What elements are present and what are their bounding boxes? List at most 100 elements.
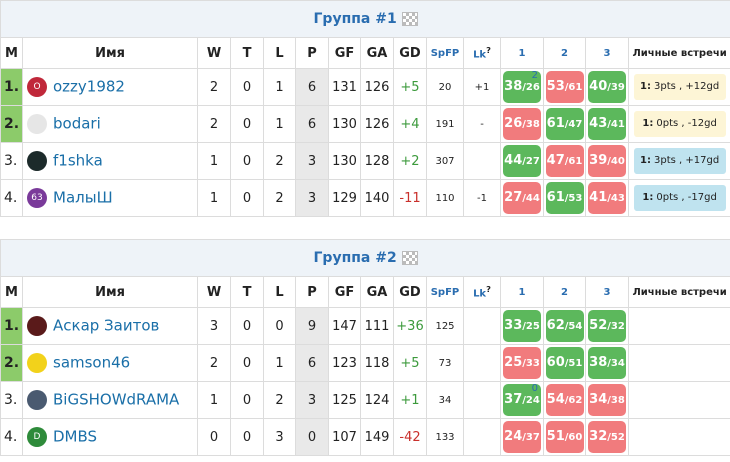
score-against-wrap: /62 bbox=[565, 395, 583, 406]
score-against-wrap: /61 bbox=[565, 82, 583, 93]
team-name[interactable]: ozzy1982 bbox=[53, 77, 125, 96]
team-cell: BiGSHOWdRAMA bbox=[22, 381, 198, 419]
stat: 3 bbox=[295, 179, 329, 217]
stat: +36 bbox=[393, 307, 427, 345]
stat: 2 bbox=[197, 105, 231, 143]
team-name[interactable]: МалыШ bbox=[53, 188, 113, 207]
score-against: 38 bbox=[610, 395, 625, 406]
column-header-text: W bbox=[206, 284, 222, 300]
h2h-label: 1: bbox=[640, 155, 651, 166]
rank: 2. bbox=[0, 344, 23, 382]
stat: 0 bbox=[230, 68, 264, 106]
score-against-wrap: /40 bbox=[607, 156, 625, 167]
column-header-text: 2 bbox=[561, 286, 568, 298]
score-box: 62/54 bbox=[545, 310, 584, 342]
column-header-text: Личные встречи bbox=[632, 47, 727, 59]
h2h-text: 0pts , -12gd bbox=[656, 118, 717, 129]
score-against: 27 bbox=[525, 156, 540, 167]
team-cell: 63 МалыШ bbox=[22, 179, 198, 217]
column-header: M bbox=[0, 37, 23, 69]
result-cell: 51/60 bbox=[543, 418, 586, 456]
stat: 129 bbox=[328, 179, 361, 217]
stat: -42 bbox=[393, 418, 427, 456]
team-cell: bodari bbox=[22, 105, 198, 143]
score-against-wrap: /53 bbox=[565, 193, 583, 204]
score-against-wrap: /51 bbox=[565, 358, 583, 369]
team-name[interactable]: DMBS bbox=[53, 427, 98, 446]
group-title-text: Группа #2 bbox=[313, 250, 397, 266]
group-title: Группа #1 bbox=[0, 0, 730, 38]
score-against: 44 bbox=[525, 193, 540, 204]
stat: 131 bbox=[328, 68, 361, 106]
stat: 0 bbox=[230, 105, 264, 143]
team-name[interactable]: bodari bbox=[53, 114, 101, 133]
column-header: 3 bbox=[585, 276, 629, 308]
column-header-text: 3 bbox=[603, 286, 611, 298]
avatar bbox=[27, 114, 47, 134]
score-box: 38/34 bbox=[588, 347, 626, 379]
score-sep: / bbox=[522, 119, 526, 130]
score-sep: / bbox=[522, 82, 526, 93]
group-gap bbox=[0, 217, 730, 239]
score-sep: / bbox=[564, 432, 569, 443]
stat: 3 bbox=[295, 381, 329, 419]
lk-note: ? bbox=[486, 284, 491, 295]
stat: 111 bbox=[360, 307, 394, 345]
stat: 1 bbox=[263, 68, 296, 106]
column-header: P bbox=[295, 276, 329, 308]
stat: 125 bbox=[328, 381, 361, 419]
column-header-text: T bbox=[242, 45, 252, 61]
score-note: 2 bbox=[531, 70, 538, 81]
h2h-text: 3pts , +12gd bbox=[654, 81, 720, 92]
score-for: 61 bbox=[546, 190, 565, 205]
column-header-text: L bbox=[275, 45, 284, 61]
column-header: Lk? bbox=[463, 37, 501, 69]
score-for: 27 bbox=[504, 190, 523, 205]
score-box: 38/26 2 bbox=[503, 70, 541, 103]
stat: 2 bbox=[263, 142, 296, 180]
team-name[interactable]: BiGSHOWdRAMA bbox=[53, 390, 180, 409]
score-against: 47 bbox=[568, 119, 583, 130]
team-name[interactable]: Аскар Заитов bbox=[53, 316, 160, 335]
stat: 128 bbox=[360, 142, 394, 180]
score-for: 40 bbox=[589, 79, 608, 94]
column-header-text: M bbox=[5, 45, 18, 61]
column-header: GD bbox=[393, 37, 427, 69]
score-box: 52/32 bbox=[588, 310, 626, 342]
stat: +1 bbox=[463, 68, 501, 106]
stat: 2 bbox=[197, 344, 231, 382]
score-for: 26 bbox=[504, 116, 523, 131]
h2h-cell bbox=[627, 418, 730, 456]
h2h-cell bbox=[627, 307, 730, 345]
stat: 2 bbox=[197, 68, 231, 106]
column-header: W bbox=[197, 276, 231, 308]
column-header-text: 1 bbox=[518, 286, 526, 298]
stat: 0 bbox=[230, 381, 264, 419]
stat: 118 bbox=[360, 344, 394, 382]
h2h-cell: 1: 3pts , +12gd bbox=[627, 68, 730, 106]
score-against-wrap: /52 bbox=[607, 432, 625, 443]
h2h-box: 1: 3pts , +12gd bbox=[633, 74, 726, 100]
column-header-text: GD bbox=[399, 45, 421, 61]
column-header-text: M bbox=[5, 284, 18, 300]
column-header: 2 bbox=[543, 276, 586, 308]
group-title: Группа #2 bbox=[0, 239, 730, 277]
result-cell: 40/39 bbox=[585, 68, 629, 106]
column-header: SpFP bbox=[426, 37, 464, 69]
column-header-text: Имя bbox=[95, 45, 125, 61]
score-against-wrap: /61 bbox=[565, 156, 583, 167]
stat: 110 bbox=[426, 179, 464, 217]
stat: 147 bbox=[328, 307, 361, 345]
stat: 307 bbox=[426, 142, 464, 180]
team-name[interactable]: f1shka bbox=[53, 151, 103, 170]
group-table: Группа #1 M Имя W T L P GF GA GD SpFP Lk? 1 2 3 Личные … bbox=[0, 0, 730, 217]
stat: 1 bbox=[263, 344, 296, 382]
stat: 124 bbox=[360, 381, 394, 419]
stat: +2 bbox=[393, 142, 427, 180]
stat: 0 bbox=[295, 418, 329, 456]
result-cell: 41/43 bbox=[585, 179, 629, 217]
stat: 130 bbox=[328, 142, 361, 180]
score-against: 25 bbox=[525, 321, 540, 332]
team-name[interactable]: samson46 bbox=[53, 353, 131, 372]
column-header-text: P bbox=[307, 284, 317, 300]
